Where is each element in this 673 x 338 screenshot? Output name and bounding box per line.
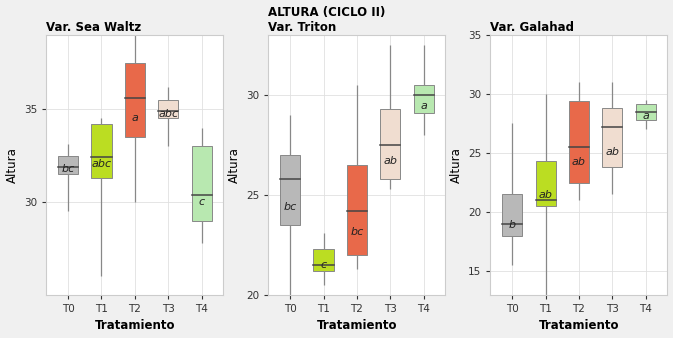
Bar — [536, 161, 555, 206]
Text: b: b — [509, 220, 516, 231]
Y-axis label: Altura: Altura — [5, 147, 19, 183]
Bar — [380, 109, 400, 179]
Text: a: a — [642, 111, 649, 121]
Text: bc: bc — [350, 227, 363, 237]
Y-axis label: Altura: Altura — [450, 147, 462, 183]
Text: c: c — [320, 260, 326, 270]
Text: bc: bc — [283, 202, 297, 212]
Text: a: a — [131, 113, 139, 123]
X-axis label: Tratamiento: Tratamiento — [95, 319, 175, 333]
Text: c: c — [199, 197, 205, 207]
Bar — [636, 104, 656, 120]
Text: ab: ab — [538, 190, 553, 200]
Bar — [192, 146, 212, 220]
Bar — [569, 101, 589, 183]
Text: abc: abc — [92, 159, 112, 169]
Bar — [314, 249, 334, 271]
Bar — [158, 100, 178, 118]
Text: Var. Galahad: Var. Galahad — [491, 21, 575, 33]
Bar — [280, 155, 300, 225]
X-axis label: Tratamiento: Tratamiento — [317, 319, 397, 333]
Text: bc: bc — [61, 165, 75, 174]
Text: ab: ab — [605, 147, 619, 158]
Bar — [602, 108, 623, 167]
Bar — [414, 85, 433, 113]
Text: ab: ab — [572, 157, 586, 167]
Bar — [502, 194, 522, 236]
Text: a: a — [420, 101, 427, 111]
Bar — [125, 63, 145, 137]
Text: abc: abc — [158, 109, 178, 119]
Text: Var. Sea Waltz: Var. Sea Waltz — [46, 21, 141, 33]
Y-axis label: Altura: Altura — [227, 147, 240, 183]
Text: ALTURA (CICLO II)
Var. Triton: ALTURA (CICLO II) Var. Triton — [269, 5, 386, 33]
X-axis label: Tratamiento: Tratamiento — [538, 319, 619, 333]
Bar — [347, 165, 367, 255]
Text: ab: ab — [384, 156, 397, 166]
Bar — [58, 155, 78, 174]
Bar — [92, 124, 112, 178]
